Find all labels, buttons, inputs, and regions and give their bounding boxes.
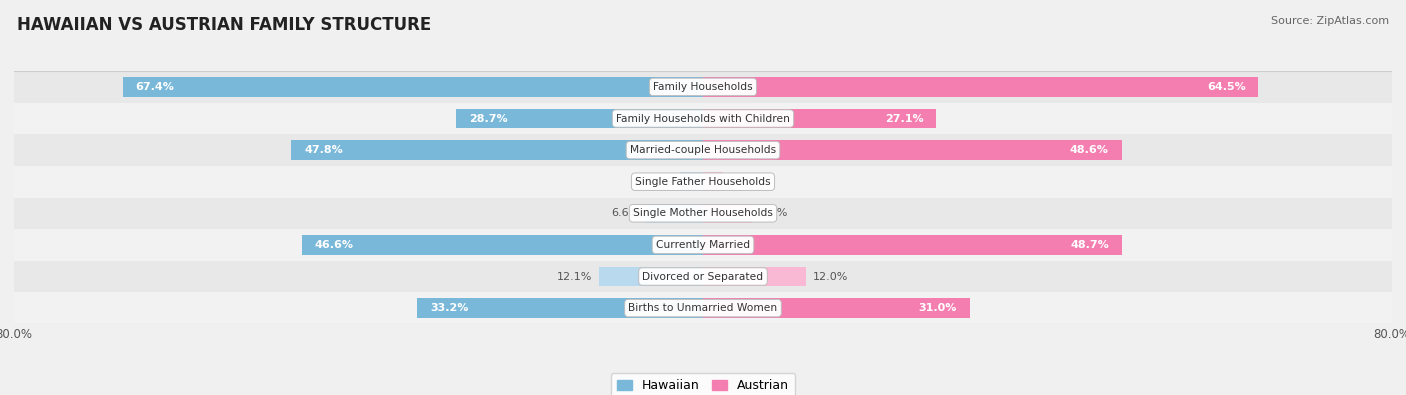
Bar <box>14 166 1392 198</box>
Bar <box>456 109 703 128</box>
Bar <box>14 103 1392 134</box>
Bar <box>703 109 936 128</box>
Bar <box>14 134 1392 166</box>
Bar <box>122 77 703 97</box>
Text: Married-couple Households: Married-couple Households <box>630 145 776 155</box>
Bar <box>703 140 1122 160</box>
Text: 12.0%: 12.0% <box>813 271 849 282</box>
Text: HAWAIIAN VS AUSTRIAN FAMILY STRUCTURE: HAWAIIAN VS AUSTRIAN FAMILY STRUCTURE <box>17 16 432 34</box>
Text: 46.6%: 46.6% <box>315 240 354 250</box>
Text: 67.4%: 67.4% <box>135 82 174 92</box>
Text: Family Households: Family Households <box>654 82 752 92</box>
Bar <box>703 77 1258 97</box>
Bar <box>14 71 1392 103</box>
Bar <box>14 292 1392 324</box>
Text: Family Households with Children: Family Households with Children <box>616 113 790 124</box>
Text: Single Father Households: Single Father Households <box>636 177 770 187</box>
Text: Single Mother Households: Single Mother Households <box>633 208 773 218</box>
Text: Source: ZipAtlas.com: Source: ZipAtlas.com <box>1271 16 1389 26</box>
Bar <box>291 140 703 160</box>
Bar <box>14 198 1392 229</box>
Bar <box>599 267 703 286</box>
Bar <box>703 298 970 318</box>
Text: 33.2%: 33.2% <box>430 303 468 313</box>
Text: 12.1%: 12.1% <box>557 271 592 282</box>
Text: 47.8%: 47.8% <box>304 145 343 155</box>
Bar <box>302 235 703 255</box>
Text: Divorced or Separated: Divorced or Separated <box>643 271 763 282</box>
Bar <box>703 267 807 286</box>
Bar <box>14 229 1392 261</box>
Bar <box>418 298 703 318</box>
Text: 48.7%: 48.7% <box>1071 240 1109 250</box>
Text: 31.0%: 31.0% <box>918 303 957 313</box>
Text: 48.6%: 48.6% <box>1070 145 1108 155</box>
Text: 64.5%: 64.5% <box>1206 82 1246 92</box>
Text: Currently Married: Currently Married <box>657 240 749 250</box>
Text: 2.2%: 2.2% <box>728 177 758 187</box>
Bar <box>703 203 752 223</box>
Text: 28.7%: 28.7% <box>468 113 508 124</box>
Text: 5.7%: 5.7% <box>759 208 787 218</box>
Text: 6.6%: 6.6% <box>612 208 640 218</box>
Bar <box>703 235 1122 255</box>
Text: 2.7%: 2.7% <box>644 177 673 187</box>
Bar <box>647 203 703 223</box>
Bar <box>703 172 721 192</box>
Legend: Hawaiian, Austrian: Hawaiian, Austrian <box>610 373 796 395</box>
Bar <box>14 261 1392 292</box>
Text: Births to Unmarried Women: Births to Unmarried Women <box>628 303 778 313</box>
Bar <box>679 172 703 192</box>
Text: 27.1%: 27.1% <box>884 113 924 124</box>
